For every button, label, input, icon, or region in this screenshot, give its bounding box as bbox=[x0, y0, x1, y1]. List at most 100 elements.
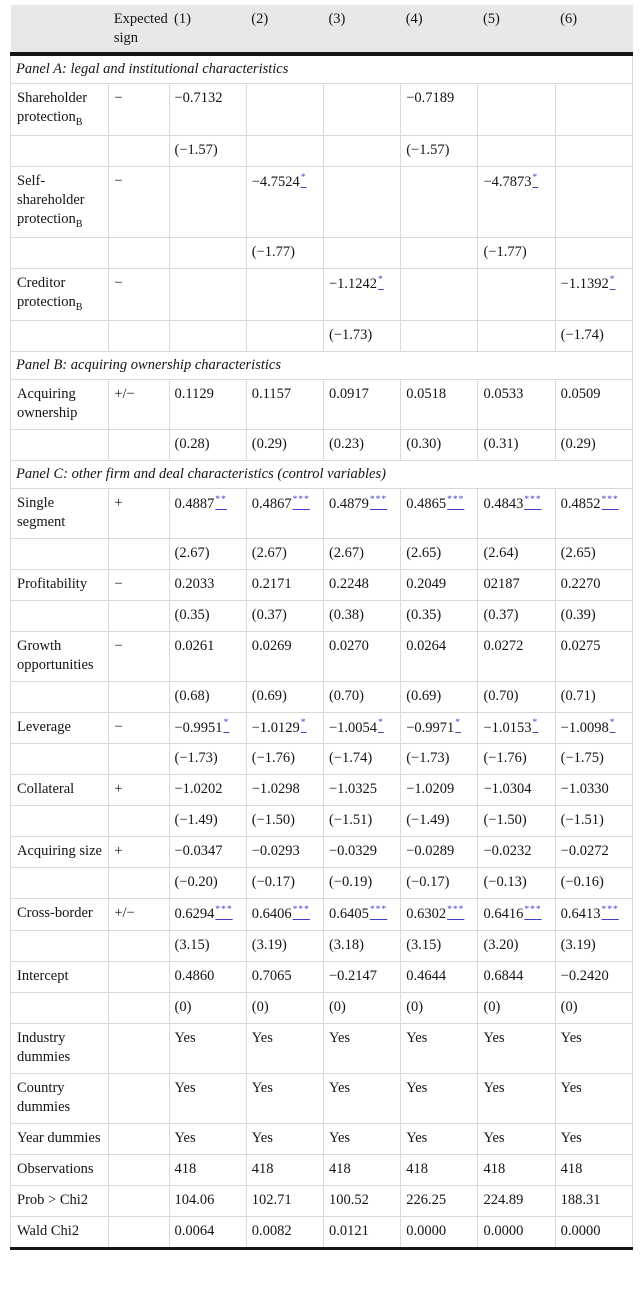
expected-sign-cell: − bbox=[108, 568, 170, 601]
cell-value: −0.0232 bbox=[483, 843, 532, 860]
cell-value: 0.2270 bbox=[560, 575, 601, 592]
expected-sign-cell bbox=[108, 867, 170, 900]
value-cell: Yes bbox=[245, 1023, 324, 1075]
significance-stars-link[interactable]: * bbox=[300, 718, 307, 729]
significance-stars-link[interactable]: *** bbox=[369, 494, 388, 505]
cell-value: −1.0325 bbox=[328, 781, 378, 798]
value-cell bbox=[554, 236, 634, 269]
cell-value: 0.0000 bbox=[483, 1222, 524, 1239]
cell-value: (2.67) bbox=[328, 544, 365, 561]
value-cell: 0.2171 bbox=[245, 568, 324, 601]
table-row: Year dummies Yes Yes Yes Yes Yes Yes bbox=[9, 1123, 634, 1156]
cell-value: (3.19) bbox=[560, 937, 596, 954]
cell-value: (−1.73) bbox=[328, 326, 373, 343]
value-cell: (0.39) bbox=[554, 599, 634, 632]
expected-sign-cell: + bbox=[108, 836, 170, 869]
panel-row: Panel A: legal and institutional charact… bbox=[10, 53, 633, 84]
regression-table: Expected sign (1) (2) (3) (4) (5) (6) Pa… bbox=[9, 5, 634, 1250]
cell-value: (−1.50) bbox=[251, 812, 295, 829]
value-cell bbox=[168, 236, 247, 269]
value-cell: Yes bbox=[554, 1073, 634, 1125]
significance-stars-link[interactable]: *** bbox=[369, 905, 388, 916]
row-label-cell: Industry dummies bbox=[9, 1023, 110, 1075]
significance-stars-link[interactable]: ** bbox=[215, 494, 227, 505]
significance-stars-link[interactable]: * bbox=[300, 172, 307, 183]
significance-stars-link[interactable]: *** bbox=[215, 905, 233, 916]
row-label-subscript: B bbox=[75, 116, 83, 128]
value-cell: (−1.73) bbox=[400, 743, 479, 776]
significance-stars-link[interactable]: * bbox=[223, 718, 230, 729]
cell-value: 0.2033 bbox=[174, 575, 215, 592]
significance-stars-link[interactable]: * bbox=[609, 274, 616, 285]
value-cell bbox=[477, 82, 556, 136]
cell-value: (−1.74) bbox=[328, 750, 373, 767]
significance-stars-link[interactable]: *** bbox=[292, 494, 310, 505]
value-cell: (0.71) bbox=[554, 680, 634, 713]
cell-value: (0.37) bbox=[251, 606, 287, 623]
table-row: (−1.77) (−1.77) bbox=[9, 236, 634, 269]
cell-value: (0.37) bbox=[483, 606, 519, 623]
value-cell: (−1.76) bbox=[245, 743, 324, 776]
value-cell bbox=[400, 165, 479, 238]
value-cell: 0.4865*** bbox=[400, 487, 479, 539]
expected-sign-cell bbox=[108, 805, 170, 838]
significance-stars-link[interactable]: *** bbox=[601, 494, 619, 505]
row-label-cell bbox=[9, 134, 110, 167]
row-label-cell: Year dummies bbox=[9, 1123, 110, 1156]
cell-value: Yes bbox=[406, 1130, 428, 1147]
cell-value: (0.69) bbox=[406, 687, 442, 704]
value-cell: 0.0064 bbox=[168, 1215, 247, 1250]
significance-stars-link[interactable]: * bbox=[455, 718, 462, 729]
cell-value: Yes bbox=[406, 1080, 428, 1097]
significance-stars-link[interactable]: * bbox=[378, 274, 384, 285]
cell-value: Yes bbox=[251, 1130, 273, 1147]
table-row: Prob > Chi2 104.06 102.71 100.52 226.25 224.8… bbox=[9, 1185, 634, 1217]
significance-stars-link[interactable]: *** bbox=[447, 494, 465, 505]
cell-value: 0.4887 bbox=[174, 495, 215, 512]
cell-value: Yes bbox=[483, 1130, 505, 1147]
row-label-text: Country dummies bbox=[17, 1080, 71, 1116]
cell-value: (0.38) bbox=[328, 606, 365, 623]
cell-value: Yes bbox=[328, 1030, 351, 1047]
table-row: (3.15) (3.19) (3.18) (3.15) (3.20) (3.19) bbox=[9, 930, 634, 963]
significance-stars-link[interactable]: *** bbox=[524, 494, 542, 505]
value-cell: −0.7189 bbox=[400, 82, 479, 136]
cell-value: (3.19) bbox=[251, 937, 287, 954]
cell-value: 02187 bbox=[483, 575, 520, 592]
row-label-cell bbox=[9, 319, 110, 352]
cell-value: 104.06 bbox=[174, 1192, 215, 1208]
significance-stars-link[interactable]: * bbox=[609, 718, 616, 729]
cell-value: (−0.20) bbox=[174, 874, 218, 891]
value-cell: (2.67) bbox=[168, 537, 247, 570]
value-cell: (−1.74) bbox=[322, 743, 402, 776]
value-cell: (3.19) bbox=[554, 930, 634, 963]
cell-value: (3.20) bbox=[483, 937, 519, 954]
model-4-header: (4) bbox=[400, 5, 478, 56]
value-cell: (−1.51) bbox=[322, 805, 402, 838]
value-cell: −0.0293 bbox=[245, 836, 324, 869]
significance-stars-link[interactable]: *** bbox=[447, 905, 465, 916]
significance-stars-link[interactable]: *** bbox=[524, 905, 542, 916]
cell-value: (0.23) bbox=[328, 435, 365, 452]
expected-sign-cell bbox=[108, 428, 170, 461]
cell-value: (−1.49) bbox=[174, 812, 218, 829]
significance-stars-link[interactable]: *** bbox=[292, 905, 310, 916]
value-cell: (−1.77) bbox=[245, 236, 324, 269]
value-cell: 418 bbox=[245, 1154, 324, 1186]
significance-stars-link[interactable]: *** bbox=[601, 905, 619, 916]
value-cell bbox=[322, 134, 402, 167]
table-row: Intercept 0.4860 0.7065 −0.2147 0.4644 0.6844… bbox=[9, 961, 634, 994]
expected-sign-cell bbox=[108, 1023, 170, 1075]
expected-sign-cell bbox=[108, 537, 170, 570]
cell-value: 0.2171 bbox=[251, 575, 292, 592]
value-cell bbox=[245, 319, 324, 352]
cell-value: (2.65) bbox=[406, 544, 442, 561]
value-cell: Yes bbox=[477, 1073, 556, 1125]
significance-stars-link[interactable]: * bbox=[532, 172, 539, 183]
significance-stars-link[interactable]: * bbox=[532, 718, 539, 729]
cell-value: 418 bbox=[483, 1161, 506, 1178]
row-label-cell: Observations bbox=[9, 1154, 110, 1186]
significance-stars-link[interactable]: * bbox=[378, 718, 384, 729]
value-cell bbox=[554, 134, 634, 167]
row-label-text: Self-shareholder protection bbox=[17, 172, 85, 227]
